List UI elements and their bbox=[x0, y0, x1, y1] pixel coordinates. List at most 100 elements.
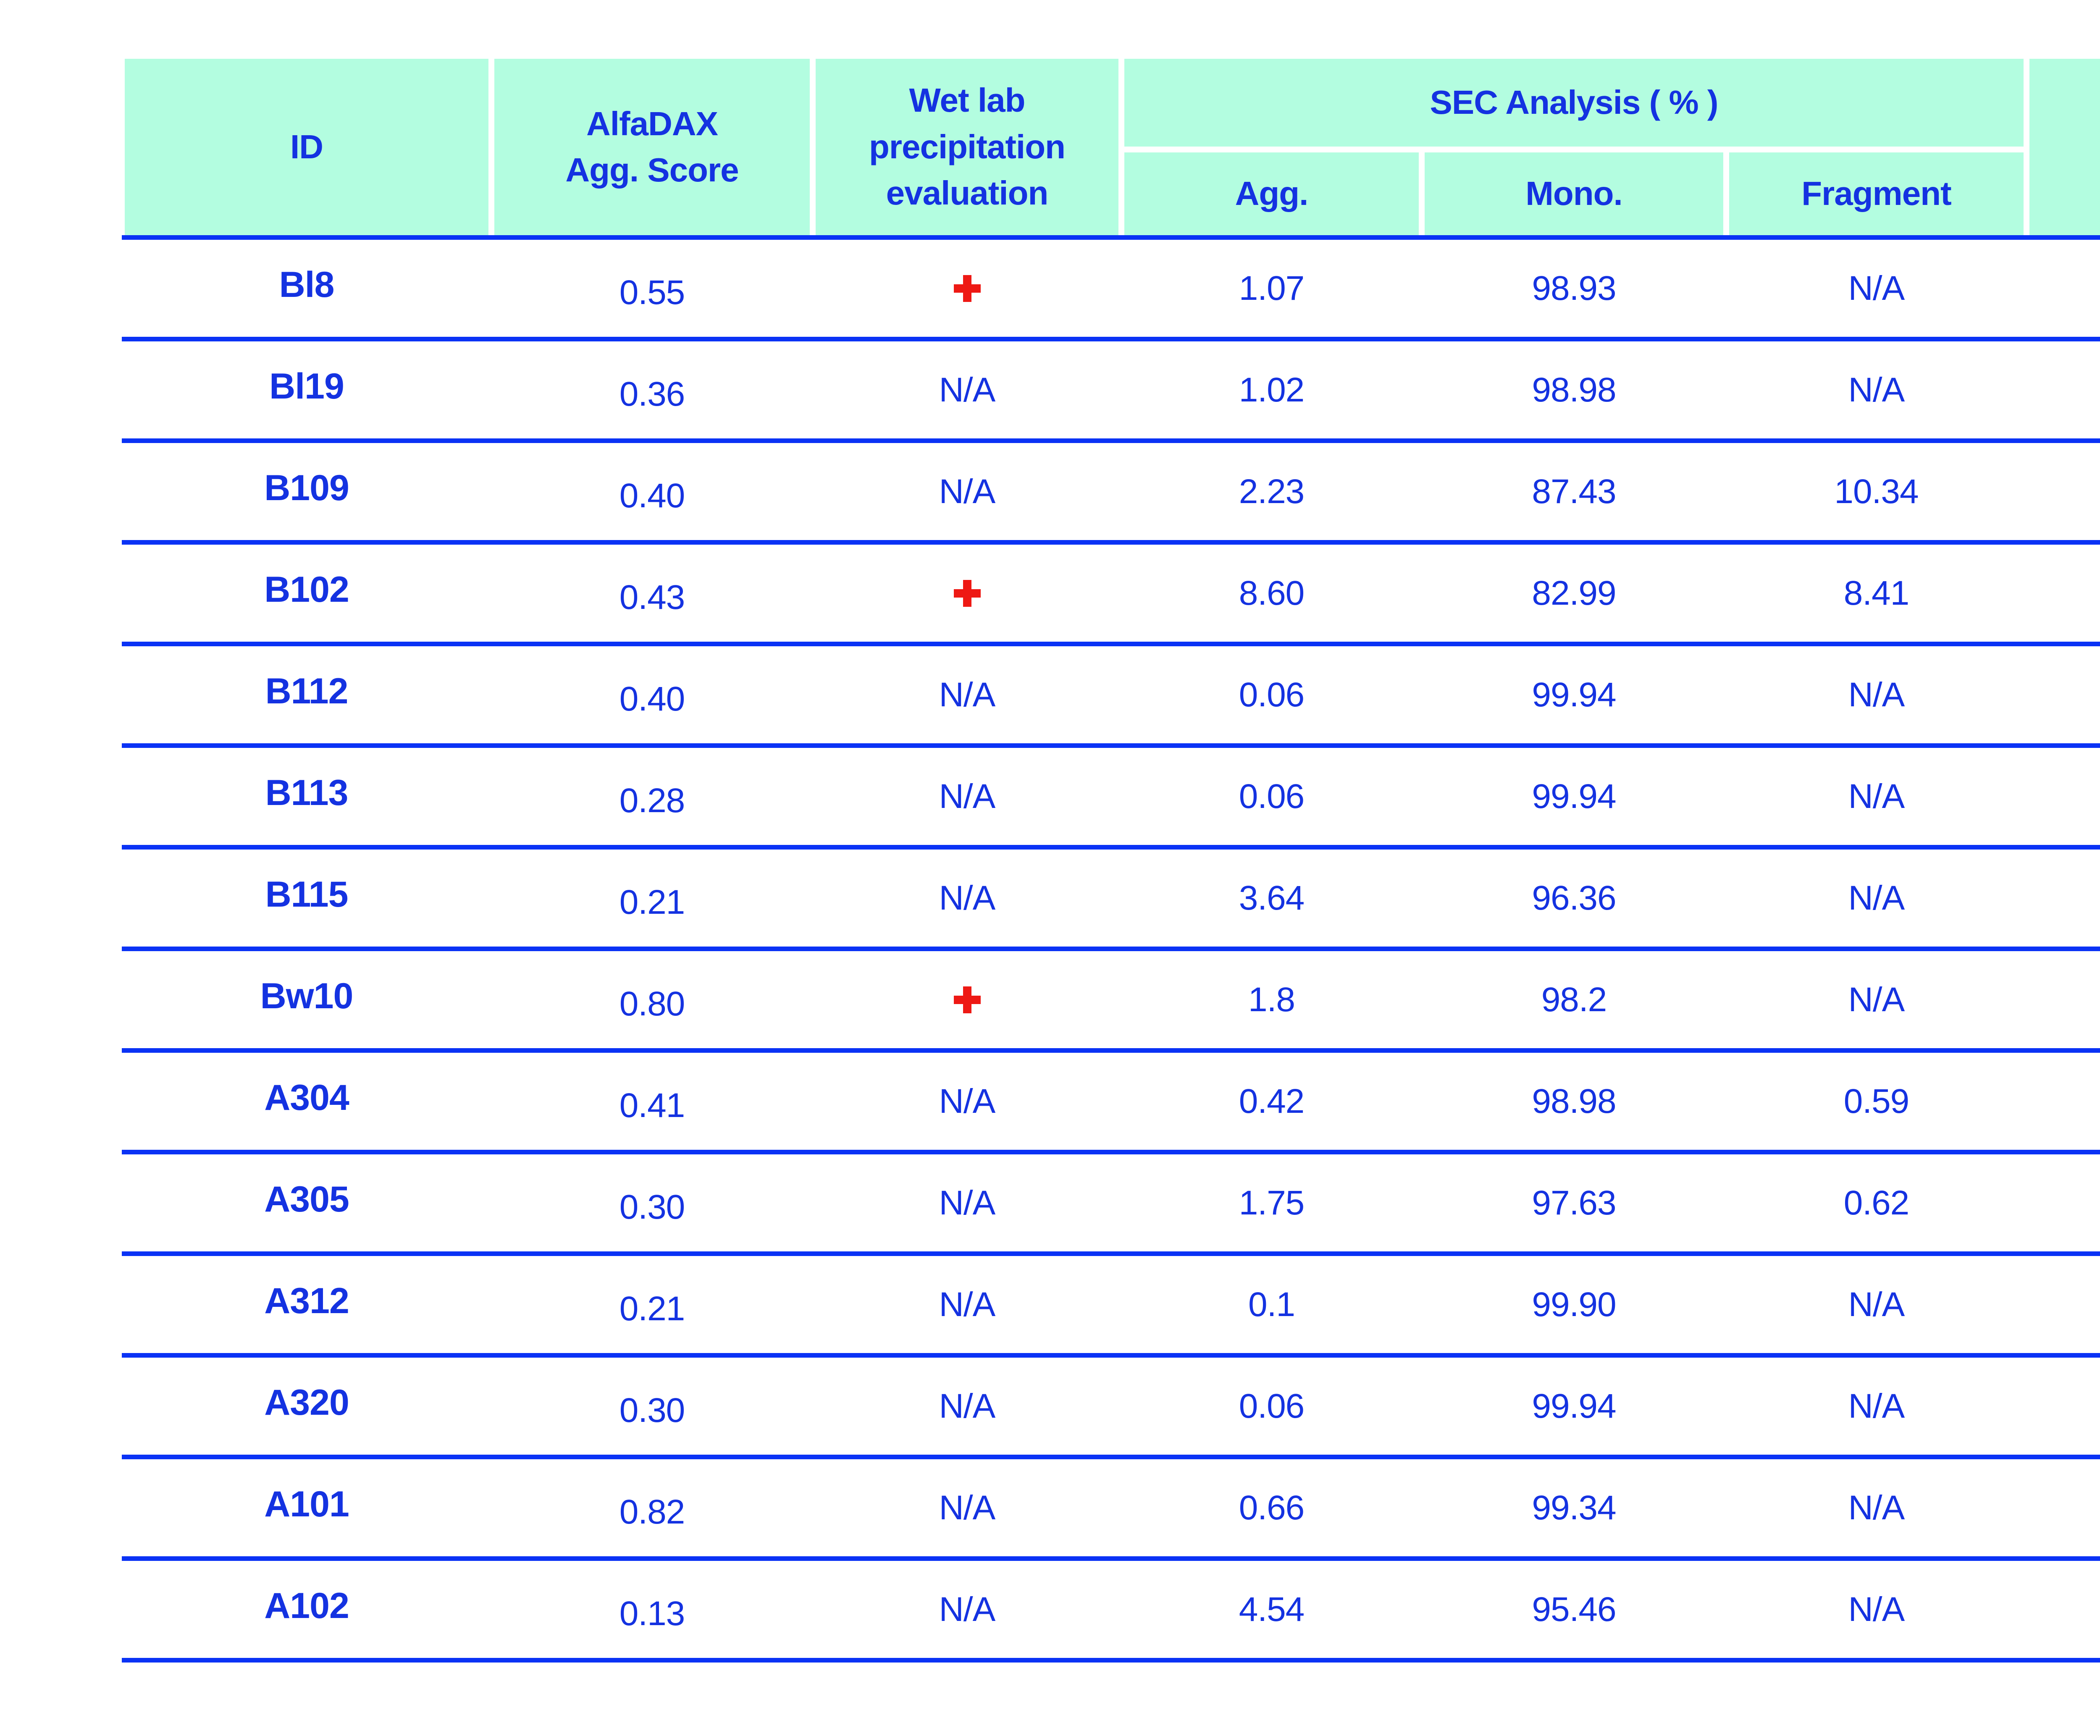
divider bbox=[122, 1251, 2100, 1256]
wetlab-value: N/A bbox=[939, 1285, 996, 1324]
table-row: B109 0.40 N/A 2.23 87.43 10.34 √ B109 bbox=[122, 443, 2100, 540]
cell-sec-mono: 98.93 bbox=[1532, 269, 1616, 307]
cell-sec-fragment: N/A bbox=[1848, 878, 1905, 917]
wetlab-value: N/A bbox=[939, 1183, 996, 1222]
cell-sec-mono: 98.2 bbox=[1541, 980, 1607, 1019]
cell-sec-mono: 99.94 bbox=[1532, 1387, 1616, 1425]
wetlab-value: N/A bbox=[939, 1387, 996, 1425]
cell-wetlab: N/A bbox=[939, 472, 996, 511]
cell-sec-agg: 0.1 bbox=[1248, 1285, 1295, 1324]
cell-wetlab: N/A bbox=[953, 580, 981, 607]
cell-sec-agg: 0.06 bbox=[1239, 675, 1305, 714]
table-row: Bw10 0.80 N/A 1.8 98.2 N/A ✗ Bw10 bbox=[122, 951, 2100, 1048]
table-row: A101 0.82 N/A 0.66 99.34 N/A √ AC101 bbox=[122, 1459, 2100, 1556]
table-row: B113 0.28 N/A 0.06 99.94 N/A √ B113 bbox=[122, 748, 2100, 845]
cell-sec-mono: 98.98 bbox=[1532, 370, 1616, 409]
wetlab-value: N/A bbox=[939, 878, 996, 917]
cell-sec-mono: 87.43 bbox=[1532, 472, 1616, 511]
cell-agg-score: 0.28 bbox=[619, 781, 685, 820]
cell-sec-mono: 99.90 bbox=[1532, 1285, 1616, 1324]
wetlab-value: N/A bbox=[939, 370, 996, 409]
cell-wetlab: N/A bbox=[939, 675, 996, 715]
wetlab-value: N/A bbox=[939, 472, 996, 511]
cell-sec-mono: 98.98 bbox=[1532, 1082, 1616, 1120]
cell-sec-agg: 1.8 bbox=[1248, 980, 1295, 1019]
cell-sec-fragment: 10.34 bbox=[1834, 472, 1919, 511]
divider bbox=[122, 1048, 2100, 1053]
cell-sec-agg: 0.06 bbox=[1239, 777, 1305, 816]
col-header-prediction-accuracy: Prediction Accuracy bbox=[2029, 59, 2100, 235]
positive-plus-icon bbox=[953, 580, 981, 607]
divider bbox=[122, 845, 2100, 850]
table-row: B112 0.40 N/A 0.06 99.94 N/A √ B112 bbox=[122, 646, 2100, 743]
divider bbox=[122, 1353, 2100, 1358]
cell-sec-agg: 0.42 bbox=[1239, 1082, 1305, 1120]
cell-agg-score: 0.40 bbox=[619, 476, 685, 515]
cell-wetlab: N/A bbox=[953, 986, 981, 1013]
wetlab-value: N/A bbox=[939, 777, 996, 816]
cell-sec-agg: 1.02 bbox=[1239, 370, 1305, 409]
cell-sec-mono: 97.63 bbox=[1532, 1183, 1616, 1222]
header-line: SEC Analysis ( % ) bbox=[1430, 84, 1719, 121]
header-line: ID bbox=[290, 128, 323, 165]
cell-sec-fragment: N/A bbox=[1848, 370, 1905, 409]
cell-sec-mono: 99.94 bbox=[1532, 675, 1616, 714]
header-line: Fragment bbox=[1801, 175, 1951, 212]
cell-sec-fragment: N/A bbox=[1848, 1285, 1905, 1324]
header-line: evaluation bbox=[886, 174, 1049, 212]
cell-wetlab: N/A bbox=[939, 1387, 996, 1426]
cell-id: B112 bbox=[265, 671, 349, 711]
cell-sec-mono: 99.34 bbox=[1532, 1488, 1616, 1527]
header-line: Agg. Score bbox=[565, 151, 739, 189]
cell-sec-fragment: N/A bbox=[1848, 980, 1905, 1019]
cell-agg-score: 0.21 bbox=[619, 883, 685, 921]
cell-wetlab: N/A bbox=[939, 1590, 996, 1629]
cell-agg-score: 0.30 bbox=[619, 1391, 685, 1429]
col-header-id: ID bbox=[125, 59, 488, 235]
cell-sec-fragment: 0.62 bbox=[1843, 1183, 1910, 1222]
header-line: Agg. bbox=[1235, 175, 1309, 212]
cell-sec-mono: 82.99 bbox=[1532, 574, 1616, 612]
cell-id: A101 bbox=[264, 1484, 349, 1524]
table-row: A320 0.30 N/A 0.06 99.94 N/A √ AC320 bbox=[122, 1358, 2100, 1455]
col-header-sec-mono: Mono. bbox=[1425, 152, 1723, 235]
cell-sec-fragment: N/A bbox=[1848, 777, 1905, 816]
col-header-sec-agg: Agg. bbox=[1124, 152, 1419, 235]
cell-agg-score: 0.55 bbox=[619, 273, 685, 312]
table-header: ID AlfaDAX Agg. Score Wet lab precipitat… bbox=[122, 59, 2100, 235]
cell-agg-score: 0.43 bbox=[619, 578, 685, 616]
divider bbox=[122, 743, 2100, 748]
cell-wetlab: N/A bbox=[939, 777, 996, 816]
cell-sec-agg: 1.07 bbox=[1239, 269, 1305, 307]
cell-wetlab: N/A bbox=[939, 370, 996, 410]
table-row: A304 0.41 N/A 0.42 98.98 0.59 √ AC304 bbox=[122, 1053, 2100, 1150]
cell-sec-agg: 3.64 bbox=[1239, 878, 1305, 917]
cell-wetlab: N/A bbox=[939, 1183, 996, 1223]
cell-wetlab: N/A bbox=[953, 275, 981, 302]
cell-id: A102 bbox=[264, 1586, 349, 1626]
cell-agg-score: 0.40 bbox=[619, 679, 685, 718]
table-row: A312 0.21 N/A 0.1 99.90 N/A √ AC312 bbox=[122, 1256, 2100, 1353]
cell-id: B115 bbox=[265, 874, 349, 915]
cell-sec-fragment: N/A bbox=[1848, 675, 1905, 714]
table-row: Bl19 0.36 N/A 1.02 98.98 N/A √ Bl19 bbox=[122, 341, 2100, 438]
cell-agg-score: 0.41 bbox=[619, 1086, 685, 1125]
cell-id: A320 bbox=[264, 1382, 349, 1423]
table-row: Bl8 0.55 N/A 1.07 98.93 N/A ✗ Bl8 bbox=[122, 240, 2100, 337]
cell-wetlab: N/A bbox=[939, 1488, 996, 1528]
cell-sec-agg: 2.23 bbox=[1239, 472, 1305, 511]
col-header-sec-analysis: SEC Analysis ( % ) bbox=[1124, 59, 2024, 147]
wetlab-value: N/A bbox=[939, 1488, 996, 1527]
cell-agg-score: 0.80 bbox=[619, 984, 685, 1023]
cell-sec-mono: 95.46 bbox=[1532, 1590, 1616, 1628]
cell-id: A304 bbox=[264, 1078, 349, 1118]
divider bbox=[122, 540, 2100, 545]
divider bbox=[122, 1556, 2100, 1561]
positive-plus-icon bbox=[953, 986, 981, 1013]
cell-sec-agg: 1.75 bbox=[1239, 1183, 1305, 1222]
col-header-sec-fragment: Fragment bbox=[1729, 152, 2024, 235]
cell-wetlab: N/A bbox=[939, 1082, 996, 1121]
wetlab-value: N/A bbox=[939, 1082, 996, 1120]
cell-wetlab: N/A bbox=[939, 1285, 996, 1324]
cell-sec-fragment: N/A bbox=[1848, 1590, 1905, 1628]
